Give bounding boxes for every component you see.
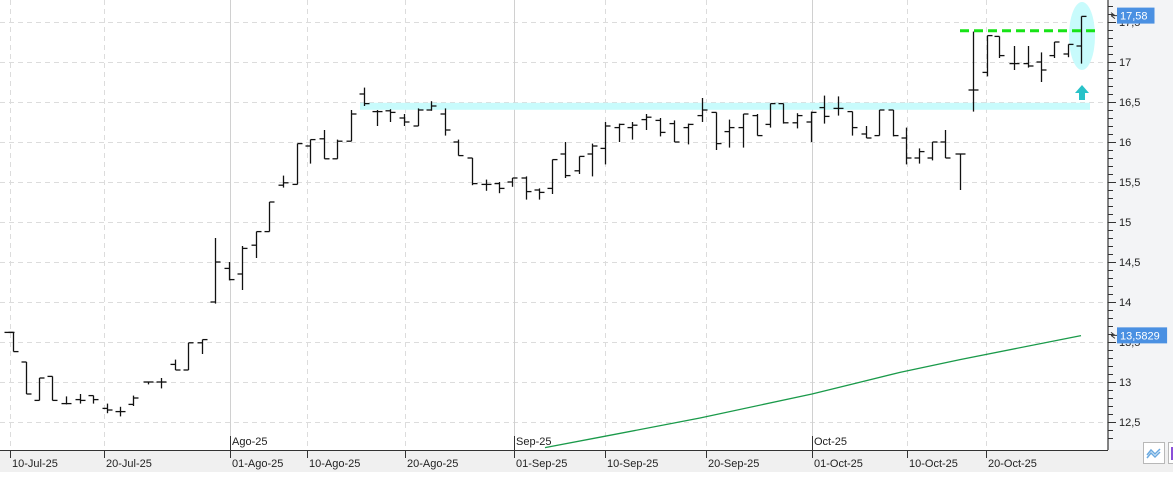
bar-style-button[interactable] [1168, 442, 1173, 464]
svg-text:Sep-25: Sep-25 [516, 436, 551, 448]
svg-text:20-Ago-25: 20-Ago-25 [407, 458, 458, 470]
svg-text:Oct-25: Oct-25 [814, 436, 847, 448]
svg-text:13: 13 [1119, 377, 1131, 389]
chart-annotations-foreground [960, 29, 1095, 100]
svg-text:13,5829: 13,5829 [1120, 330, 1160, 342]
svg-text:10-Sep-25: 10-Sep-25 [607, 458, 658, 470]
svg-text:10-Ago-25: 10-Ago-25 [309, 458, 360, 470]
y-axis-panel[interactable] [1108, 0, 1173, 450]
svg-text:14: 14 [1119, 297, 1131, 309]
svg-text:20-Jul-25: 20-Jul-25 [106, 458, 152, 470]
svg-text:15: 15 [1119, 217, 1131, 229]
svg-text:20-Oct-25: 20-Oct-25 [988, 458, 1037, 470]
svg-text:15,5: 15,5 [1119, 177, 1140, 189]
chart-grid [0, 0, 1108, 450]
up-arrow-icon [1075, 85, 1089, 100]
svg-text:10-Jul-25: 10-Jul-25 [12, 458, 58, 470]
svg-text:16: 16 [1119, 137, 1131, 149]
svg-text:12,5: 12,5 [1119, 417, 1140, 429]
svg-text:20-Sep-25: 20-Sep-25 [708, 458, 759, 470]
support-band [360, 102, 1090, 110]
svg-text:10-Oct-25: 10-Oct-25 [909, 458, 958, 470]
ohlc-bars [4, 15, 1087, 417]
x-axis-panel[interactable] [0, 450, 1173, 472]
svg-text:17,58: 17,58 [1120, 11, 1148, 23]
svg-text:14,5: 14,5 [1119, 257, 1140, 269]
date-axis: 10-Jul-25 20-Jul-25 01-Ago-25 10-Ago-25 20-A… [10, 436, 1037, 470]
svg-text:01-Sep-25: 01-Sep-25 [516, 458, 567, 470]
price-markers: 17,58 13,5829 [1110, 7, 1168, 344]
line-chart-icon [1146, 448, 1161, 459]
svg-text:Ago-25: Ago-25 [232, 436, 267, 448]
line-chart-toggle-button[interactable] [1143, 442, 1165, 464]
moving-average-line [544, 334, 1082, 449]
svg-text:01-Oct-25: 01-Oct-25 [814, 458, 863, 470]
svg-text:17: 17 [1119, 57, 1131, 69]
svg-text:16,5: 16,5 [1119, 97, 1140, 109]
svg-text:01-Ago-25: 01-Ago-25 [232, 458, 283, 470]
bar-style-icon [1171, 447, 1173, 460]
